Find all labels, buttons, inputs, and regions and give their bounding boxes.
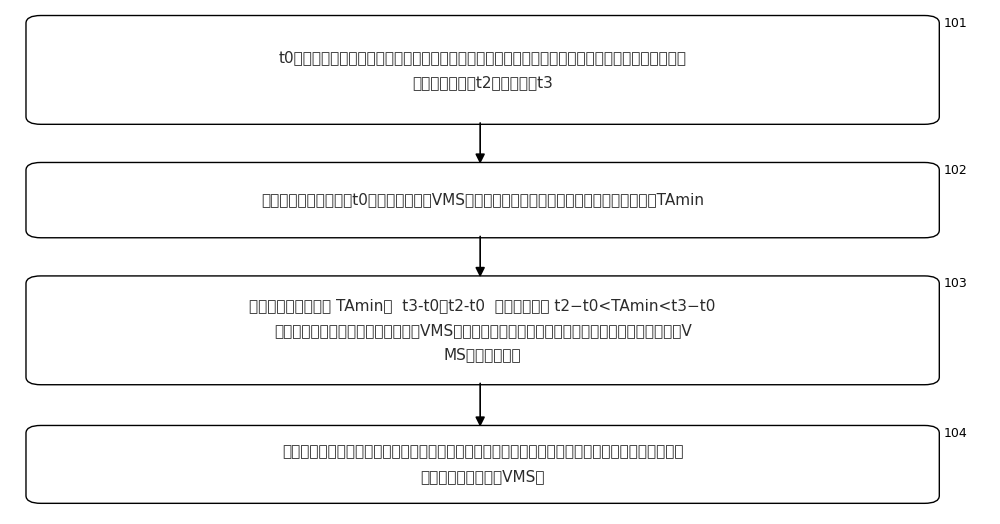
Text: ，则所述道路交通控制中心控制所述VMS显示第一状态；否则，所述道路交通控制中心控制上所述V: ，则所述道路交通控制中心控制所述VMS显示第一状态；否则，所述道路交通控制中心控… <box>274 323 692 338</box>
Text: 101: 101 <box>943 17 967 30</box>
Text: 104: 104 <box>943 427 967 440</box>
Text: 道路交通控制中心将 TAmin与  t3-t0和t2-t0  进行比较，若 t2−t0<TAmin<t3−t0: 道路交通控制中心将 TAmin与 t3-t0和t2-t0 进行比较，若 t2−t… <box>249 298 716 313</box>
Text: MS显示第二状态: MS显示第二状态 <box>444 347 521 363</box>
FancyBboxPatch shape <box>26 162 939 238</box>
FancyBboxPatch shape <box>26 276 939 385</box>
Text: t0时刻，道路交通控制中心接收道口控制中心发送的第一提醒信息；所述第一提醒信息包括所述第一: t0时刻，道路交通控制中心接收道口控制中心发送的第一提醒信息；所述第一提醒信息包… <box>279 50 687 65</box>
Text: 实时路况信息显示在VMS上: 实时路况信息显示在VMS上 <box>420 470 545 484</box>
Text: 道路交通控制中心获取t0时刻车辆从所述VMS所在的第一位置到所述第一道口所需的最短时间TAmin: 道路交通控制中心获取t0时刻车辆从所述VMS所在的第一位置到所述第一道口所需的最… <box>261 193 704 208</box>
Text: 道路交通控制中心还用于接收所述第一道口附近的实时路况信息，对实时路况信息进行解析，使所述: 道路交通控制中心还用于接收所述第一道口附近的实时路况信息，对实时路况信息进行解析… <box>282 444 683 460</box>
Text: 103: 103 <box>943 278 967 290</box>
FancyBboxPatch shape <box>26 16 939 124</box>
Text: 102: 102 <box>943 164 967 177</box>
Text: 道口的关闭时刻t2及开启时刻t3: 道口的关闭时刻t2及开启时刻t3 <box>412 75 553 90</box>
FancyBboxPatch shape <box>26 425 939 504</box>
